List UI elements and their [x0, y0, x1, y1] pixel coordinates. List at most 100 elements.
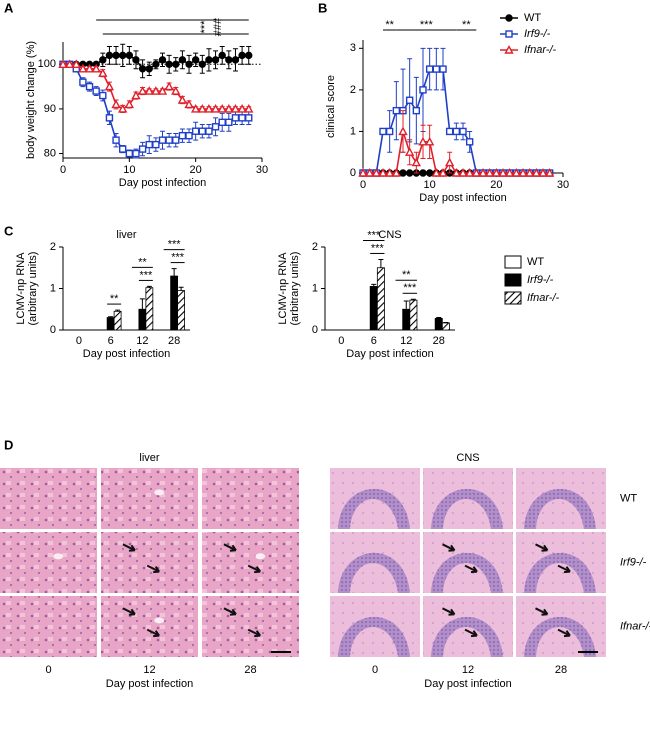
legend-swatch	[504, 291, 522, 305]
tissue-band	[524, 488, 596, 529]
point	[238, 51, 246, 60]
point	[225, 118, 233, 127]
point	[211, 123, 220, 131]
row-label: Irf9-/-	[620, 556, 647, 568]
x-tick-label: 0	[76, 335, 82, 347]
point	[237, 103, 247, 113]
point	[185, 60, 193, 69]
y-tick-label: 80	[44, 147, 56, 159]
point	[445, 127, 454, 136]
point	[484, 168, 495, 177]
x-tick-label: 28	[555, 664, 567, 676]
legend-label: WT	[527, 256, 544, 268]
point	[145, 65, 153, 73]
point	[171, 86, 181, 95]
x-axis-label: Day post infection	[83, 348, 170, 360]
point	[198, 60, 207, 69]
bar	[145, 287, 154, 331]
point	[459, 127, 467, 136]
point	[84, 63, 95, 73]
point	[165, 60, 173, 69]
y-tick-label: 3	[350, 42, 356, 54]
point	[79, 78, 87, 86]
tissue-band	[431, 488, 503, 529]
vessel	[255, 553, 266, 560]
legend-marker	[505, 30, 513, 38]
point	[218, 51, 226, 60]
point	[178, 56, 187, 64]
x-tick-label: 30	[557, 179, 569, 191]
point	[238, 114, 246, 122]
point	[105, 51, 114, 60]
point	[538, 168, 548, 177]
error-bar	[146, 285, 152, 288]
x-tick-label: 20	[190, 164, 202, 176]
point	[438, 168, 448, 177]
point	[152, 60, 160, 69]
point	[358, 168, 368, 177]
micrograph	[0, 532, 97, 593]
x-tick-label: 0	[372, 664, 378, 676]
panel-title: CNS	[456, 452, 479, 464]
legend-label: Ifnar-/-	[527, 292, 560, 304]
arrow	[535, 543, 549, 552]
tissue-band	[431, 616, 503, 657]
y-axis-label: clinical score	[325, 75, 337, 138]
micrograph	[101, 532, 198, 593]
row-label: WT	[620, 492, 637, 504]
micrograph	[0, 468, 97, 529]
error-bar	[378, 258, 384, 268]
point	[71, 59, 81, 69]
micrograph	[101, 468, 198, 529]
significance-label: ***	[403, 282, 417, 294]
point	[210, 103, 221, 113]
point	[452, 127, 461, 136]
point	[425, 65, 434, 73]
bar	[138, 308, 147, 331]
significance-label: ***	[139, 269, 153, 281]
significance-label: ***	[367, 229, 381, 241]
point	[191, 127, 200, 135]
point	[464, 168, 475, 177]
panel-label: B	[318, 0, 327, 15]
error-bar	[115, 309, 121, 312]
tissue-band	[338, 552, 410, 593]
point	[405, 169, 414, 177]
point	[172, 60, 180, 69]
y-tick-label: 90	[44, 103, 56, 115]
point	[152, 140, 160, 149]
x-tick-label: 12	[143, 664, 155, 676]
point	[418, 136, 428, 146]
arrow	[223, 607, 237, 616]
point	[112, 51, 120, 60]
point	[405, 96, 414, 104]
point	[432, 65, 441, 73]
chart-title: liver	[116, 229, 137, 241]
arrow	[122, 607, 136, 616]
y-axis-label: (arbitrary units)	[289, 252, 301, 326]
point	[111, 99, 121, 109]
tissue-band	[524, 552, 596, 593]
y-tick-label: 0	[312, 324, 318, 336]
point	[118, 145, 127, 153]
point	[125, 149, 134, 158]
point	[132, 149, 140, 158]
tissue-band	[431, 552, 503, 593]
y-tick-label: 2	[312, 241, 318, 253]
arrow	[557, 628, 571, 638]
point	[190, 103, 201, 113]
y-tick-label: 0	[350, 167, 356, 179]
point	[412, 106, 421, 115]
y-axis-label: body weight change (%)	[25, 41, 37, 159]
point	[424, 136, 435, 146]
point	[391, 168, 402, 177]
legend-swatch	[504, 255, 522, 269]
point	[145, 140, 153, 149]
x-tick-label: 28	[433, 335, 445, 347]
point	[92, 87, 100, 95]
y-axis-label: LCMV-np RNA	[277, 252, 289, 325]
y-tick-label: 1	[350, 125, 356, 137]
vessel	[154, 489, 165, 496]
arrow	[442, 607, 456, 616]
